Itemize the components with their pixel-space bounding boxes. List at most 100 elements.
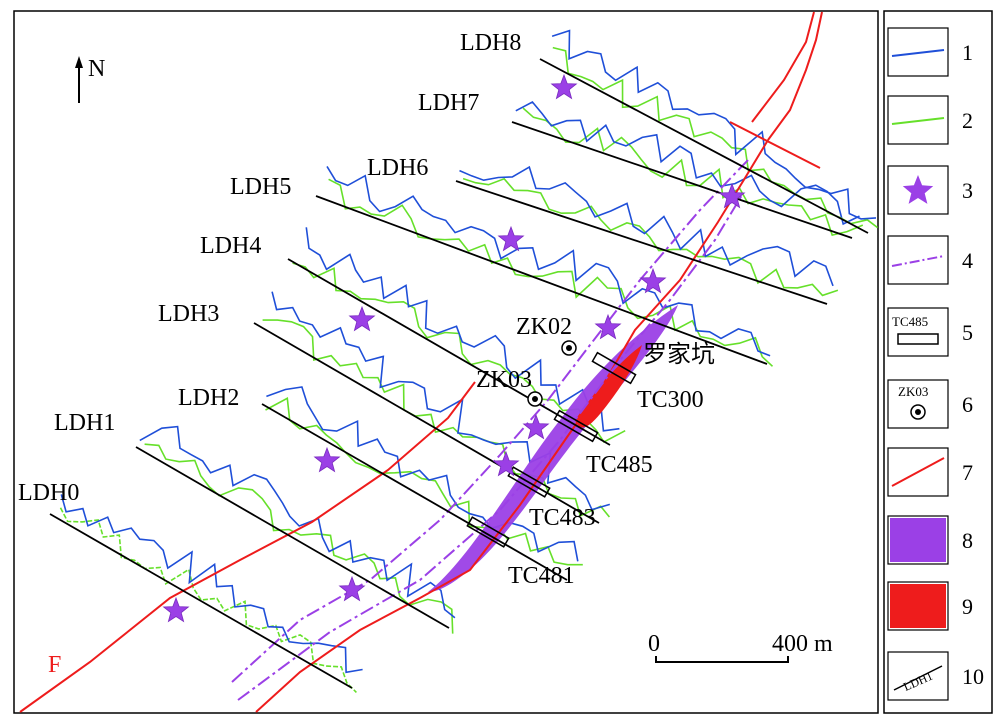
north-arrow: N <box>75 56 105 103</box>
trench-label-tc485: TC485 <box>586 452 653 478</box>
map-frame <box>13 10 879 714</box>
fault-line-cross <box>729 121 821 169</box>
profile-line-ldh7 <box>511 121 853 239</box>
legend-dash-dot-line <box>891 255 945 267</box>
green-anomaly-curve-ldh1 <box>144 443 454 634</box>
trench-tc485 <box>553 409 599 443</box>
legend-box-10 <box>887 651 949 701</box>
fault-line-f <box>19 381 476 713</box>
legend-purple-fill <box>890 518 946 562</box>
legend-star-icon <box>902 175 934 204</box>
purple-star-marker <box>338 575 366 602</box>
purple-star-marker <box>348 305 376 332</box>
legend-box-5 <box>887 307 949 357</box>
blue-anomaly-curve-ldh3 <box>271 291 611 511</box>
blue-anomaly-curve-ldh0 <box>60 494 363 674</box>
trench-tc481-box <box>466 516 510 548</box>
legend-number-3: 3 <box>962 178 973 203</box>
profile-label-ldh8: LDH8 <box>460 30 521 56</box>
legend-number-7: 7 <box>962 460 973 485</box>
legend-number-9: 9 <box>962 594 973 619</box>
fault-label: F <box>48 652 61 678</box>
legend-number-10: 10 <box>962 664 984 689</box>
profile-line-ldh2 <box>261 403 568 581</box>
legend-green-line <box>891 117 945 125</box>
legend-number-6: 6 <box>962 392 973 417</box>
purple-star-marker <box>639 267 667 294</box>
trench-tc300 <box>591 351 637 385</box>
borehole-label-zk03: ZK03 <box>476 367 532 393</box>
map-layer <box>19 11 879 713</box>
boundary-line-east <box>237 194 743 701</box>
profile-label-ldh6: LDH6 <box>367 155 428 181</box>
legend-profile-line <box>893 665 943 691</box>
purple-star-marker <box>718 182 746 209</box>
legend-trench-icon <box>897 333 939 345</box>
purple-star-marker <box>162 596 190 623</box>
scale-bar: 0 400 m <box>648 631 833 663</box>
trench-label-tc300: TC300 <box>637 387 704 413</box>
north-label: N <box>88 56 105 82</box>
purple-star-marker <box>492 450 520 477</box>
profile-line-ldh5 <box>315 195 768 365</box>
legend-borehole-text: ZK03 <box>898 384 928 399</box>
legend-red-fill <box>890 584 946 628</box>
trench-tc485-box <box>553 409 599 443</box>
legend-borehole-dot <box>915 409 921 415</box>
profile-label-ldh3: LDH3 <box>158 301 219 327</box>
profile-line-ldh3 <box>253 322 600 524</box>
profile-line-ldh0 <box>49 513 353 689</box>
green-anomaly-curve-ldh6 <box>462 177 839 297</box>
purple-star-marker <box>313 446 341 473</box>
green-anomaly-curve-ldh8 <box>552 46 879 229</box>
boundary-line-west <box>231 159 749 683</box>
fault-line-main <box>255 139 769 713</box>
legend-number-8: 8 <box>962 528 973 553</box>
profile-label-ldh5: LDH5 <box>230 174 291 200</box>
profile-line-ldh6 <box>455 180 828 305</box>
legend-number-4: 4 <box>962 248 973 273</box>
purple-star-marker <box>522 413 550 440</box>
blue-anomaly-curve-ldh1 <box>139 425 456 619</box>
legend-blue-line <box>891 49 945 57</box>
legend-trench-text: TC485 <box>892 314 928 329</box>
profile-line-ldh4 <box>287 258 611 446</box>
green-anomaly-curve-ldh0 <box>59 507 357 693</box>
legend-number-5: 5 <box>962 320 973 345</box>
borehole-label-zk02: ZK02 <box>516 314 572 340</box>
green-anomaly-curve-ldh5 <box>328 178 774 367</box>
place-name: 罗家坑 <box>643 341 715 368</box>
blue-anomaly-curve-ldh6 <box>459 165 834 287</box>
fault-line-north-a <box>767 11 823 141</box>
purple-star-marker <box>550 73 578 100</box>
green-anomaly-curve-ldh4 <box>292 262 626 443</box>
trench-label-tc483: TC483 <box>529 505 596 531</box>
fault-line-north-b <box>751 11 815 123</box>
legend-fault-line <box>891 457 945 487</box>
orebody-red-core <box>575 345 642 428</box>
legend-box-6 <box>887 379 949 429</box>
profile-line-ldh8 <box>539 58 869 234</box>
blue-anomaly-curve-ldh5 <box>326 165 771 357</box>
borehole-zk02-inner <box>566 345 572 351</box>
blue-anomaly-curve-ldh4 <box>305 227 620 432</box>
legend-number-1: 1 <box>962 40 973 65</box>
blue-anomaly-curve-ldh2 <box>266 386 579 562</box>
scale-end: 400 m <box>772 631 833 657</box>
scale-start: 0 <box>648 631 660 657</box>
profile-label-ldh2: LDH2 <box>178 385 239 411</box>
trench-tc481 <box>466 516 510 548</box>
borehole-zk03-inner <box>532 396 538 402</box>
trench-tc300-box <box>591 351 637 385</box>
profile-label-ldh1: LDH1 <box>54 410 115 436</box>
profile-label-ldh7: LDH7 <box>418 90 479 116</box>
legend-number-2: 2 <box>962 108 973 133</box>
profile-label-ldh0: LDH0 <box>18 480 79 506</box>
profile-line-ldh1 <box>135 446 450 629</box>
trench-label-tc481: TC481 <box>508 563 575 589</box>
blue-anomaly-curve-ldh8 <box>551 29 877 220</box>
purple-star-marker <box>594 313 622 340</box>
purple-star-marker <box>497 225 525 252</box>
